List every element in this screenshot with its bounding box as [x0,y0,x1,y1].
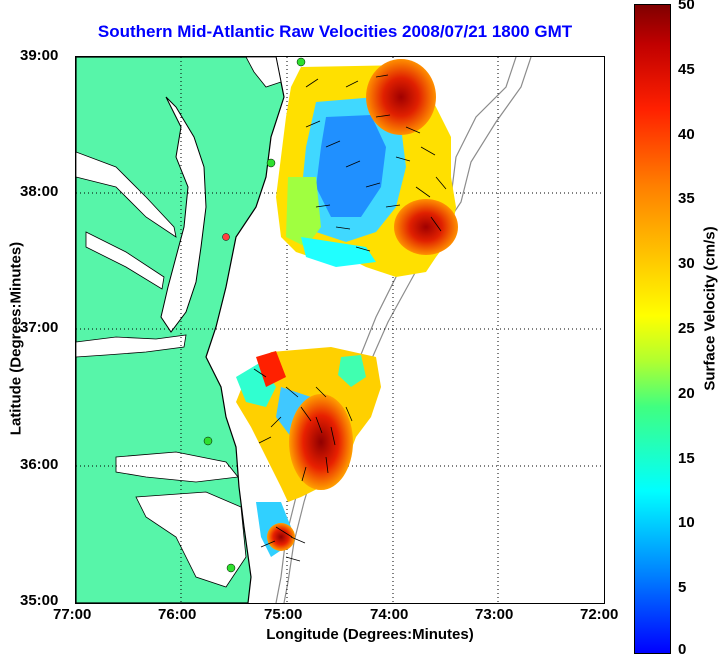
james-river [76,334,187,358]
colorbar-tick: 40 [678,126,695,143]
colorbar-tick: 30 [678,255,695,272]
colorbar [634,4,671,654]
x-tick: 75:00 [264,606,303,623]
colorbar-tick: 10 [678,514,695,531]
y-tick: 36:00 [20,456,59,473]
x-tick: 74:00 [370,606,409,623]
velocity-field-north [276,59,458,277]
x-tick: 76:00 [158,606,197,623]
colorbar-tick: 25 [678,320,695,337]
y-tick: 37:00 [20,319,59,336]
colorbar-tick: 35 [678,190,695,207]
velocity-field-south [236,347,381,557]
colorbar-label: Surface Velocity (cm/s) [701,226,719,391]
x-tick: 77:00 [53,606,92,623]
map-plot-area [75,56,605,604]
colorbar-tick: 15 [678,450,695,467]
colorbar-tick: 45 [678,61,695,78]
pamlico-sound [135,491,247,588]
x-tick: 72:00 [580,606,619,623]
potomac-river [76,151,177,238]
y-tick: 35:00 [20,592,59,609]
x-axis-label: Longitude (Degrees:Minutes) [266,626,474,643]
albemarle-sound [115,451,239,483]
y-tick: 38:00 [20,183,59,200]
y-axis-label: Latitude (Degrees:Minutes) [7,241,25,436]
rappahannock-river [85,231,165,290]
colorbar-tick: 5 [678,579,687,596]
x-tick: 73:00 [475,606,514,623]
y-tick: 39:00 [20,47,59,64]
colorbar-tick: 50 [678,0,695,13]
delaware-bay [245,57,282,88]
velocity-vectors [253,74,447,562]
map-title: Southern Mid-Atlantic Raw Velocities 200… [97,22,573,41]
colorbar-tick: 0 [678,641,687,658]
chesapeake-bay [160,96,207,333]
map-canvas [76,57,604,603]
colorbar-tick: 20 [678,385,695,402]
station-markers [203,57,306,573]
